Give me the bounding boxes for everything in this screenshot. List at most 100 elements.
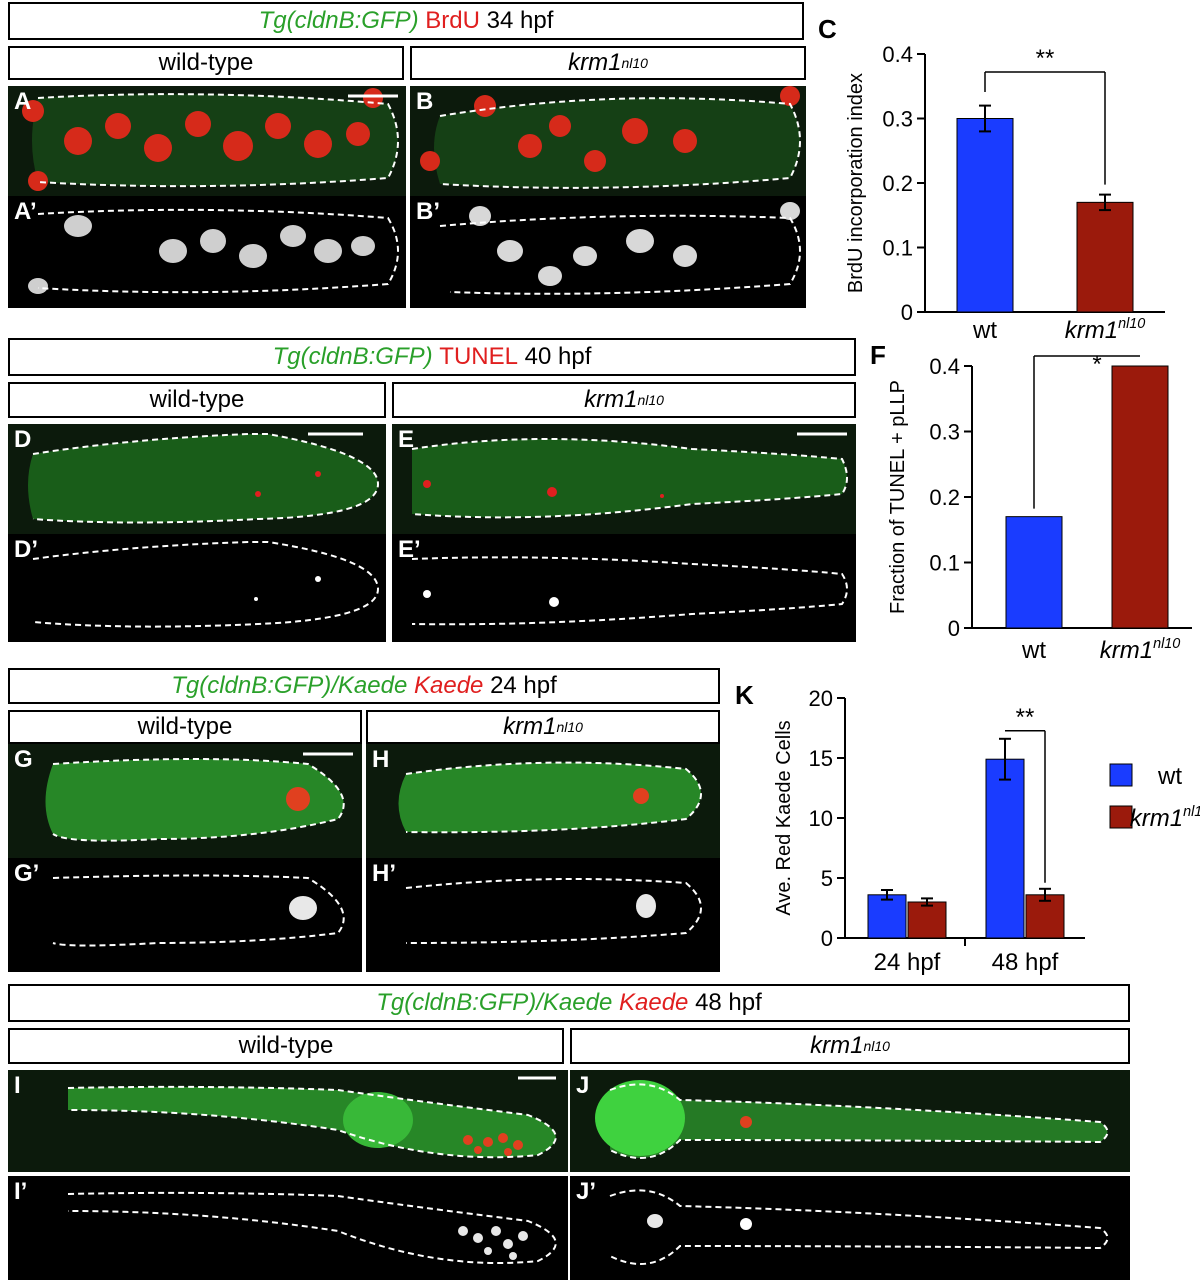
- y-tick-label: 5: [821, 866, 833, 891]
- y-tick-label: 0.2: [929, 485, 960, 510]
- bar-krm1: [1076, 201, 1134, 313]
- row1-wt-label: wild-type: [8, 46, 404, 80]
- bar-krm1-24 hpf: [907, 901, 947, 939]
- row4-wt-label: wild-type: [8, 1028, 564, 1064]
- bar-wt: [1005, 516, 1063, 629]
- y-tick-label: 0.1: [882, 236, 913, 261]
- significance-label: *: [1092, 351, 1101, 378]
- panel-K-letter: K: [735, 680, 754, 710]
- row3-mut-label: krm1 nl10: [366, 710, 720, 744]
- panel-G2-label: G’: [14, 860, 40, 887]
- panel-E-label: E: [398, 426, 415, 453]
- row2-mut-label: krm1 nl10: [392, 382, 856, 418]
- panel-A2-image: A’: [8, 196, 406, 308]
- bar-wt-24 hpf: [867, 894, 907, 939]
- row3-stain: Kaede: [413, 672, 484, 699]
- panel-B2-label: B’: [416, 198, 440, 225]
- row4-transgene: Tg(cldnB:GFP)/Kaede: [376, 989, 613, 1016]
- panel-D2-label: D’: [14, 536, 38, 563]
- row4-stain: Kaede: [618, 989, 689, 1016]
- panel-H-image: H: [366, 744, 720, 858]
- row1-header: Tg(cldnB:GFP) BrdU 34 hpf: [8, 2, 804, 40]
- x-tick-label: 48 hpf: [992, 949, 1059, 976]
- panel-G-image: G: [8, 744, 362, 858]
- x-tick-label: 24 hpf: [874, 949, 941, 976]
- x-tick-label: wt: [1021, 637, 1046, 664]
- y-tick-label: 0.3: [929, 420, 960, 445]
- panel-E-image: E: [392, 424, 856, 534]
- y-tick-label: 0.1: [929, 551, 960, 576]
- panel-E2-image: E’: [392, 534, 856, 642]
- panel-A-label: A: [14, 88, 32, 115]
- y-axis-label: Fraction of TUNEL + pLLP: [887, 380, 909, 614]
- row3-header: Tg(cldnB:GFP)/Kaede Kaede 24 hpf: [8, 668, 720, 704]
- x-tick-label: krm1nl10: [1100, 636, 1181, 664]
- panel-G2-image: G’: [8, 858, 362, 972]
- significance-label: **: [1016, 704, 1035, 731]
- panel-D-label: D: [14, 426, 32, 453]
- bar-krm1-48 hpf: [1025, 894, 1065, 939]
- row2-transgene: Tg(cldnB:GFP): [272, 343, 433, 370]
- legend-swatch: [1109, 763, 1133, 787]
- y-tick-label: 0: [821, 926, 833, 951]
- panel-J2-label: J’: [576, 1178, 597, 1205]
- panel-I-label: I: [14, 1072, 21, 1099]
- row1-stain: BrdU: [425, 7, 480, 34]
- chart-F: 0 0.1 0.2 0.3 0.4 Fraction of TUNEL + pLLP wt k…: [887, 351, 1192, 664]
- row2-header: Tg(cldnB:GFP) TUNEL 40 hpf: [8, 338, 856, 376]
- x-tick-label: krm1nl10: [1065, 316, 1146, 344]
- row2-stain: TUNEL: [439, 343, 518, 370]
- significance-label: **: [1036, 45, 1055, 72]
- panel-J-image: J: [570, 1070, 1130, 1172]
- bar-wt-48 hpf: [985, 758, 1025, 939]
- legend-label: krm1nl10: [1130, 804, 1200, 832]
- row3-transgene: Tg(cldnB:GFP)/Kaede: [171, 672, 408, 699]
- panel-C-letter: C: [818, 14, 837, 44]
- row1-stage: 34 hpf: [486, 7, 554, 34]
- y-axis-label: BrdU incorporation index: [845, 73, 867, 293]
- row3-wt-label: wild-type: [8, 710, 362, 744]
- y-tick-label: 0.4: [882, 42, 913, 67]
- y-tick-label: 0.2: [882, 171, 913, 196]
- panel-B-label: B: [416, 88, 434, 115]
- panel-D-image: D: [8, 424, 386, 534]
- y-axis-label: Ave. Red Kaede Cells: [773, 720, 795, 915]
- legend-label: wt: [1157, 763, 1182, 790]
- panel-I-image: I: [8, 1070, 568, 1172]
- row1-transgene: Tg(cldnB:GFP): [258, 7, 419, 34]
- x-tick-label: wt: [972, 317, 997, 344]
- row4-mut-label: krm1 nl10: [570, 1028, 1130, 1064]
- y-tick-label: 15: [809, 746, 833, 771]
- panel-I2-label: I’: [14, 1178, 28, 1205]
- y-tick-label: 20: [809, 686, 833, 711]
- y-tick-label: 0.3: [882, 107, 913, 132]
- bar-krm1: [1111, 365, 1169, 629]
- panel-B2-image: B’: [410, 196, 806, 308]
- row2-wt-label: wild-type: [8, 382, 386, 418]
- row3-stage: 24 hpf: [490, 672, 557, 699]
- panel-I2-image: I’: [8, 1176, 568, 1280]
- y-tick-label: 10: [809, 806, 833, 831]
- legend-swatch: [1109, 805, 1133, 829]
- panel-J-label: J: [576, 1072, 590, 1099]
- panel-J2-image: J’: [570, 1176, 1130, 1280]
- y-tick-label: 0: [948, 616, 960, 641]
- panel-A-image: A: [8, 86, 406, 196]
- y-tick-label: 0: [901, 300, 913, 325]
- panel-E2-label: E’: [398, 536, 421, 563]
- y-tick-label: 0.4: [929, 354, 960, 379]
- row1-mut-label: krm1 nl10: [410, 46, 806, 80]
- chart-K: 0 5 10 15 20 Ave. Red Kaede Cells 24 hpf 48 hpf…: [773, 686, 1200, 976]
- panel-G-label: G: [14, 746, 33, 773]
- panel-H2-image: H’: [366, 858, 720, 972]
- row2-stage: 40 hpf: [524, 343, 592, 370]
- panel-D2-image: D’: [8, 534, 386, 642]
- row4-header: Tg(cldnB:GFP)/Kaede Kaede 48 hpf: [8, 984, 1130, 1022]
- panel-A2-label: A’: [14, 198, 37, 225]
- chart-C: 0 0.1 0.2 0.3 0.4 BrdU incorporation index wt k…: [845, 42, 1165, 344]
- bar-wt: [956, 118, 1014, 313]
- panel-F-letter: F: [870, 340, 886, 370]
- row4-stage: 48 hpf: [695, 989, 762, 1016]
- panel-B-image: B: [410, 86, 806, 196]
- panel-H-label: H: [372, 746, 390, 773]
